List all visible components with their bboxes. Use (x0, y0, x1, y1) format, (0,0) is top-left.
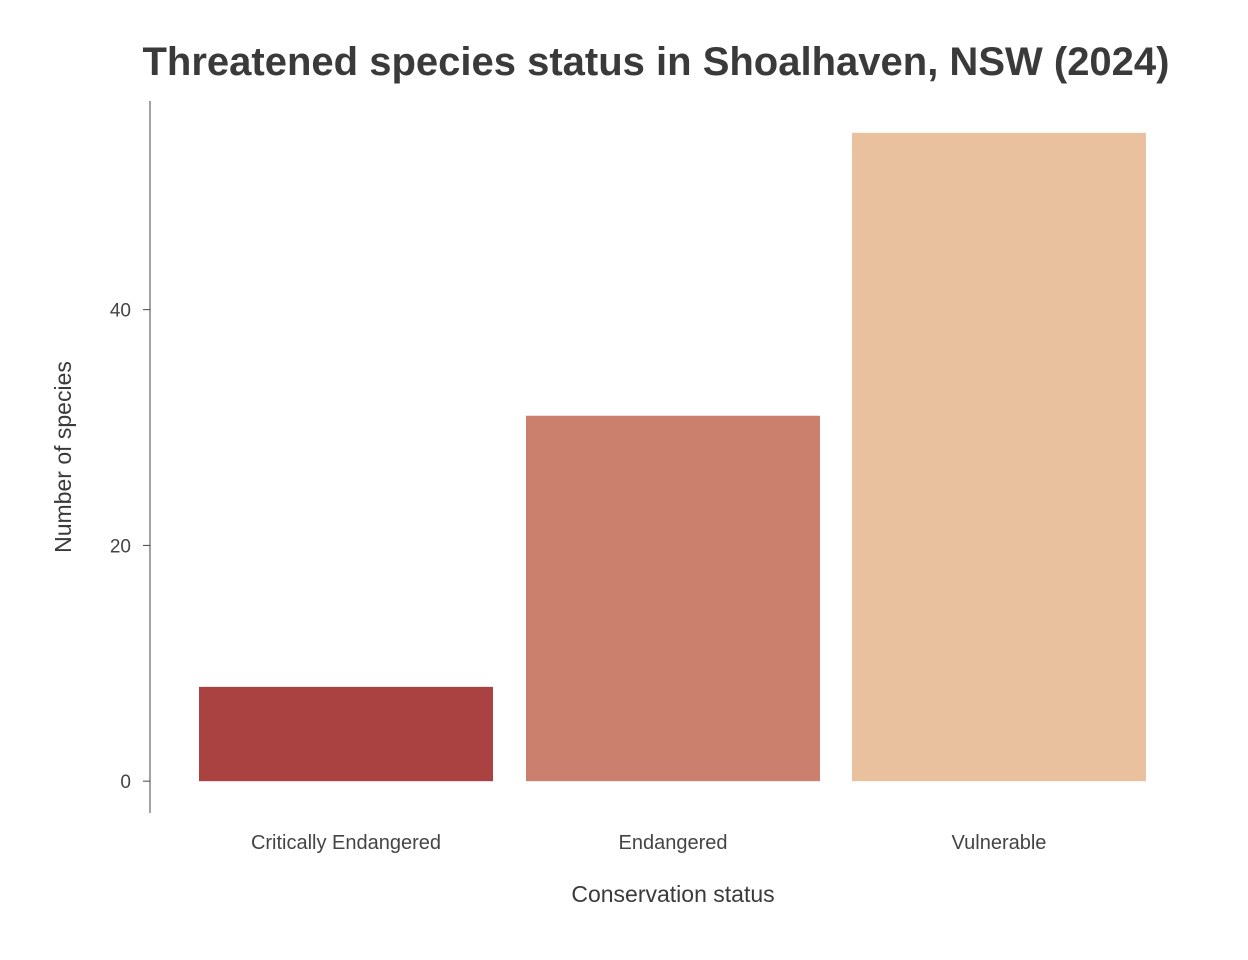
y-tick-label: 0 (120, 772, 131, 793)
chart-title: Threatened species status in Shoalhaven,… (142, 40, 1170, 84)
x-tick-label: Critically Endangered (251, 832, 441, 854)
y-tick-label: 20 (110, 536, 131, 557)
bar-vulnerable (852, 132, 1146, 782)
bar-endangered (526, 415, 820, 782)
bar-critically-endangered (199, 686, 493, 782)
y-axis-title: Number of species (50, 361, 76, 553)
x-tick-label: Vulnerable (952, 832, 1047, 854)
y-tick-label: 40 (110, 301, 131, 322)
x-axis-title: Conservation status (571, 881, 774, 907)
bars-group (199, 132, 1146, 782)
y-ticks-group: 0 20 40 (110, 301, 150, 793)
x-labels-group: Critically Endangered Endangered Vulnerabl… (251, 832, 1047, 854)
x-tick-label: Endangered (619, 832, 728, 854)
